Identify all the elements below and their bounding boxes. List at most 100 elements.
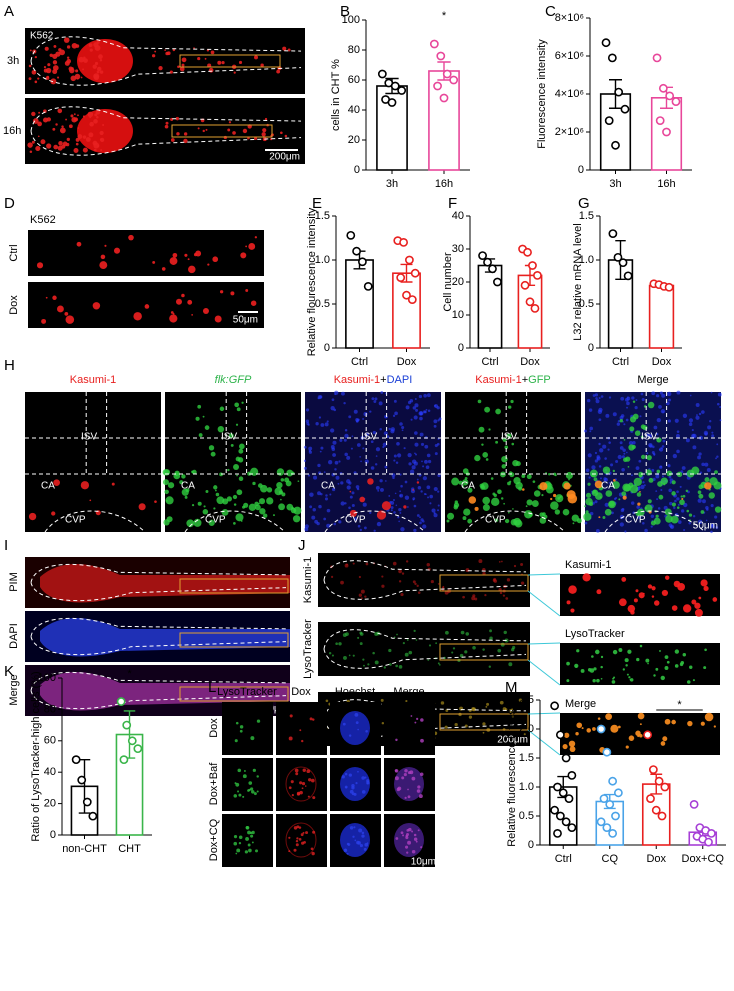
cell-signal	[613, 478, 616, 482]
cell-signal	[295, 843, 299, 847]
cell-signal	[93, 119, 98, 124]
cell-signal	[397, 453, 402, 458]
cell-signal	[37, 121, 42, 127]
cell-signal	[363, 526, 367, 530]
cell-signal	[437, 583, 440, 585]
cell-signal	[66, 137, 70, 142]
cell-signal	[417, 486, 422, 490]
cell-signal	[557, 497, 561, 500]
cell-signal	[462, 516, 467, 521]
cell-signal	[677, 583, 686, 591]
cell-signal	[177, 65, 180, 69]
cell-signal	[359, 642, 363, 646]
cell-signal	[344, 429, 348, 432]
cell-signal	[597, 409, 603, 414]
cell-signal	[568, 740, 576, 748]
scale-bar-label: 50μm	[693, 521, 718, 532]
crop-label: Kasumi-1	[565, 559, 611, 571]
cell-signal	[288, 736, 293, 741]
cell-signal	[628, 735, 635, 741]
cell-signal	[670, 515, 679, 524]
cell-signal	[83, 58, 88, 63]
cell-signal	[411, 830, 414, 833]
cell-signal	[233, 71, 236, 74]
data-point	[602, 747, 612, 757]
cell-signal	[417, 785, 421, 789]
cell-signal	[248, 243, 256, 250]
cell-signal	[502, 707, 507, 711]
cell-signal	[500, 497, 504, 500]
cell-signal	[451, 651, 454, 654]
cell-signal	[82, 147, 88, 153]
cell-signal	[175, 474, 178, 477]
cell-signal	[237, 457, 244, 463]
cell-signal	[52, 295, 57, 300]
cell-signal	[388, 648, 392, 653]
cell-signal	[409, 469, 415, 474]
cell-signal	[662, 736, 668, 742]
cell-signal	[381, 721, 385, 725]
cell-signal	[227, 468, 230, 472]
cell-signal	[197, 501, 202, 506]
cell-signal	[57, 145, 63, 151]
cell-signal	[488, 428, 491, 431]
cell-signal	[584, 521, 588, 525]
data-point	[654, 776, 664, 786]
cell-signal	[504, 445, 509, 450]
zoom-line	[527, 729, 561, 756]
cell-signal	[104, 244, 107, 247]
cell-signal	[305, 831, 309, 835]
cell-signal	[595, 399, 600, 404]
cell-signal	[510, 399, 514, 404]
panel-letter: C	[545, 3, 556, 20]
cell-signal	[345, 563, 348, 566]
cell-signal	[316, 521, 320, 526]
cell-signal	[66, 45, 71, 49]
cell-signal	[394, 492, 397, 495]
cell-signal	[410, 489, 416, 494]
data-point	[550, 805, 560, 815]
cell-signal	[202, 129, 205, 133]
cell-signal	[679, 485, 682, 488]
cell-signal	[92, 140, 98, 146]
cell-signal	[59, 127, 66, 134]
cell-signal	[664, 575, 670, 580]
cell-signal	[474, 454, 481, 462]
cell-signal	[317, 463, 321, 468]
cell-signal	[99, 261, 108, 270]
cell-signal	[598, 442, 601, 446]
cell-signal	[256, 790, 259, 793]
cell-signal	[250, 736, 255, 741]
x-tick-label: Dox	[652, 356, 672, 368]
data-point	[567, 823, 577, 832]
cell-signal	[203, 505, 206, 508]
cell-signal	[509, 472, 515, 478]
cell-line-label: K562	[30, 214, 56, 226]
cell-signal	[44, 46, 49, 51]
y-tick-label: 0.5	[315, 298, 330, 310]
cell-signal	[191, 469, 197, 475]
cell-signal	[341, 391, 345, 396]
cell-signal	[349, 495, 353, 499]
cell-signal	[152, 260, 156, 264]
cell-signal	[405, 834, 408, 838]
cell-signal	[191, 314, 193, 316]
cell-signal	[632, 441, 636, 445]
cell-signal	[228, 121, 232, 124]
cell-signal	[618, 598, 627, 607]
data-point	[433, 81, 442, 91]
cell-signal	[715, 526, 719, 529]
cell-signal	[585, 492, 592, 498]
cell-signal	[526, 499, 533, 506]
cell-signal	[523, 733, 526, 736]
data-point	[620, 104, 630, 114]
cell-signal	[653, 425, 658, 430]
cell-signal	[85, 137, 91, 142]
cell-signal	[627, 396, 629, 399]
y-tick-label: 0.5	[579, 298, 594, 310]
cell-signal	[238, 835, 243, 840]
cell-signal	[245, 289, 249, 292]
cell-signal	[715, 457, 717, 460]
cell-signal	[714, 506, 722, 513]
cell-signal	[393, 459, 396, 462]
